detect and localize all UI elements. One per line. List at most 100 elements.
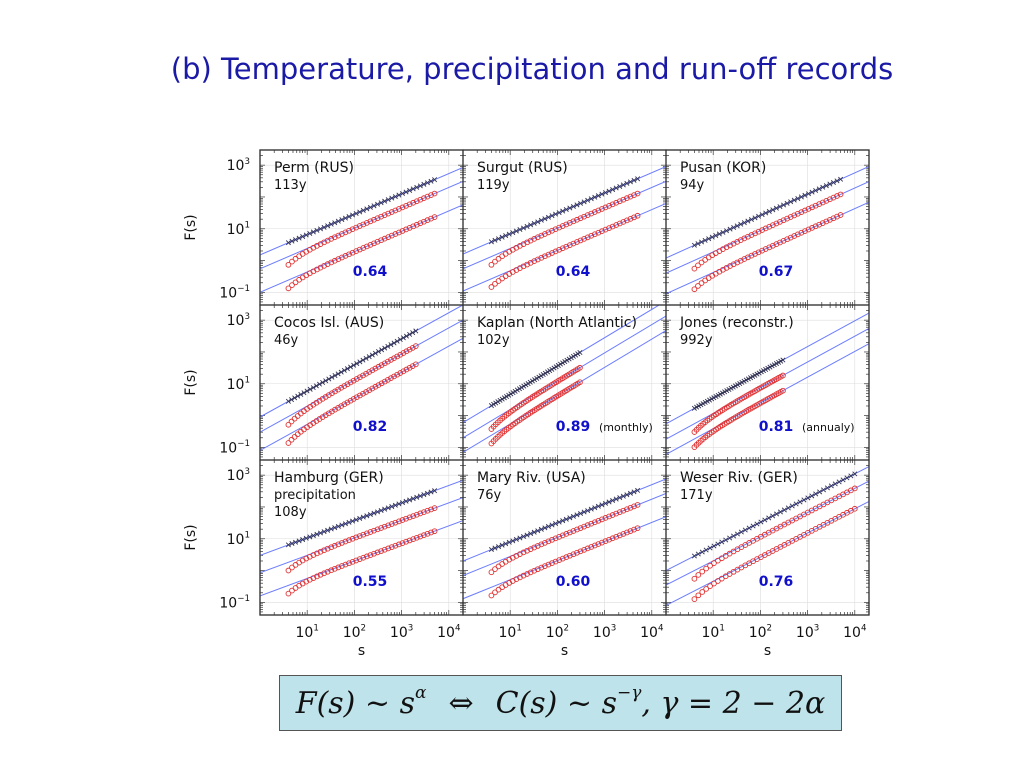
cross-point xyxy=(723,537,729,543)
circle-point xyxy=(812,223,819,230)
circle-point xyxy=(631,526,637,533)
circle-point xyxy=(335,386,341,393)
circle-point xyxy=(388,357,394,363)
circle-point xyxy=(599,206,605,212)
circle-point xyxy=(374,215,381,222)
circle-point xyxy=(805,206,812,212)
cross-point xyxy=(400,335,406,341)
circle-point xyxy=(549,536,555,543)
circle-point xyxy=(769,222,776,228)
circle-point xyxy=(431,528,438,535)
circle-point xyxy=(339,540,345,546)
cross-point xyxy=(617,495,623,501)
cross-point xyxy=(346,519,352,525)
circle-point xyxy=(357,374,363,381)
cross-point xyxy=(531,220,537,226)
cross-point xyxy=(488,546,494,553)
circle-point xyxy=(570,551,577,558)
circle-point xyxy=(552,248,559,255)
circle-point xyxy=(545,561,552,568)
circle-point xyxy=(542,253,548,260)
cross-point xyxy=(620,182,626,188)
cross-point xyxy=(595,193,601,199)
cross-point xyxy=(344,366,350,372)
circle-point xyxy=(421,532,427,538)
fit-line xyxy=(260,479,463,556)
cross-point xyxy=(350,518,356,524)
circle-point xyxy=(798,209,805,215)
circle-point xyxy=(699,589,706,595)
circle-point xyxy=(378,362,385,368)
circle-point xyxy=(563,554,570,560)
circle-point xyxy=(542,231,548,237)
cross-point xyxy=(777,204,783,210)
cross-point xyxy=(635,487,641,493)
fit-line xyxy=(260,497,463,574)
panel-jones-reconstr: Jones (reconstr.) 992y 0.81 (annualy) xyxy=(666,305,869,460)
cross-point xyxy=(357,359,363,365)
cross-point xyxy=(805,191,812,197)
cross-point xyxy=(720,229,726,235)
circle-point xyxy=(830,194,837,201)
cross-point xyxy=(802,192,808,198)
fit-line xyxy=(260,337,463,451)
circle-point xyxy=(773,241,780,247)
circle-point xyxy=(634,525,641,532)
circle-point xyxy=(780,387,786,394)
circle-point xyxy=(338,403,345,409)
circle-point xyxy=(762,246,769,252)
circle-point xyxy=(339,563,345,569)
circle-point xyxy=(780,217,787,224)
cross-point xyxy=(817,489,823,495)
circle-point xyxy=(616,220,623,227)
circle-point xyxy=(534,256,541,263)
cross-point xyxy=(531,529,537,535)
cross-point xyxy=(606,188,612,194)
circle-point xyxy=(520,572,527,579)
cross-point xyxy=(496,236,502,242)
circle-point xyxy=(602,226,609,233)
alpha-label: 0.89 xyxy=(556,419,591,435)
cross-point xyxy=(424,180,430,186)
circle-point xyxy=(624,529,630,536)
panel-title: Kaplan (North Atlantic) xyxy=(477,315,637,331)
slide-title: (b) Temperature, precipitation and run-o… xyxy=(170,52,894,86)
circle-point xyxy=(392,231,399,237)
circle-point xyxy=(369,367,376,374)
circle-point xyxy=(371,216,377,223)
circle-point xyxy=(328,567,335,574)
circle-point xyxy=(391,373,397,380)
cross-point xyxy=(758,519,764,525)
circle-point xyxy=(335,541,342,548)
cross-point xyxy=(304,388,310,394)
circle-point xyxy=(549,560,555,566)
circle-point xyxy=(780,372,786,379)
cross-point xyxy=(610,497,616,504)
fit-line xyxy=(463,492,666,576)
circle-point xyxy=(809,204,815,211)
cross-point xyxy=(323,378,329,384)
cross-point xyxy=(407,331,413,337)
cross-point xyxy=(617,183,623,189)
circle-point xyxy=(403,366,410,373)
circle-point xyxy=(816,201,823,207)
cross-point xyxy=(699,549,705,555)
cross-point xyxy=(715,541,721,547)
cross-point xyxy=(325,527,331,533)
cross-point xyxy=(560,518,566,524)
x-tick-label: 101 xyxy=(702,624,725,641)
circle-point xyxy=(613,533,620,540)
cross-point xyxy=(382,345,388,351)
cross-point xyxy=(538,526,544,532)
cross-point xyxy=(510,230,516,236)
circle-point xyxy=(827,196,833,203)
cross-point xyxy=(364,206,370,212)
cross-point xyxy=(388,342,394,348)
cross-point xyxy=(310,229,316,235)
circle-point xyxy=(634,212,641,219)
cross-point xyxy=(567,205,573,211)
circle-point xyxy=(574,526,580,533)
circle-point xyxy=(403,515,409,522)
cross-point xyxy=(499,542,505,548)
x-tick-label: 102 xyxy=(343,624,366,641)
